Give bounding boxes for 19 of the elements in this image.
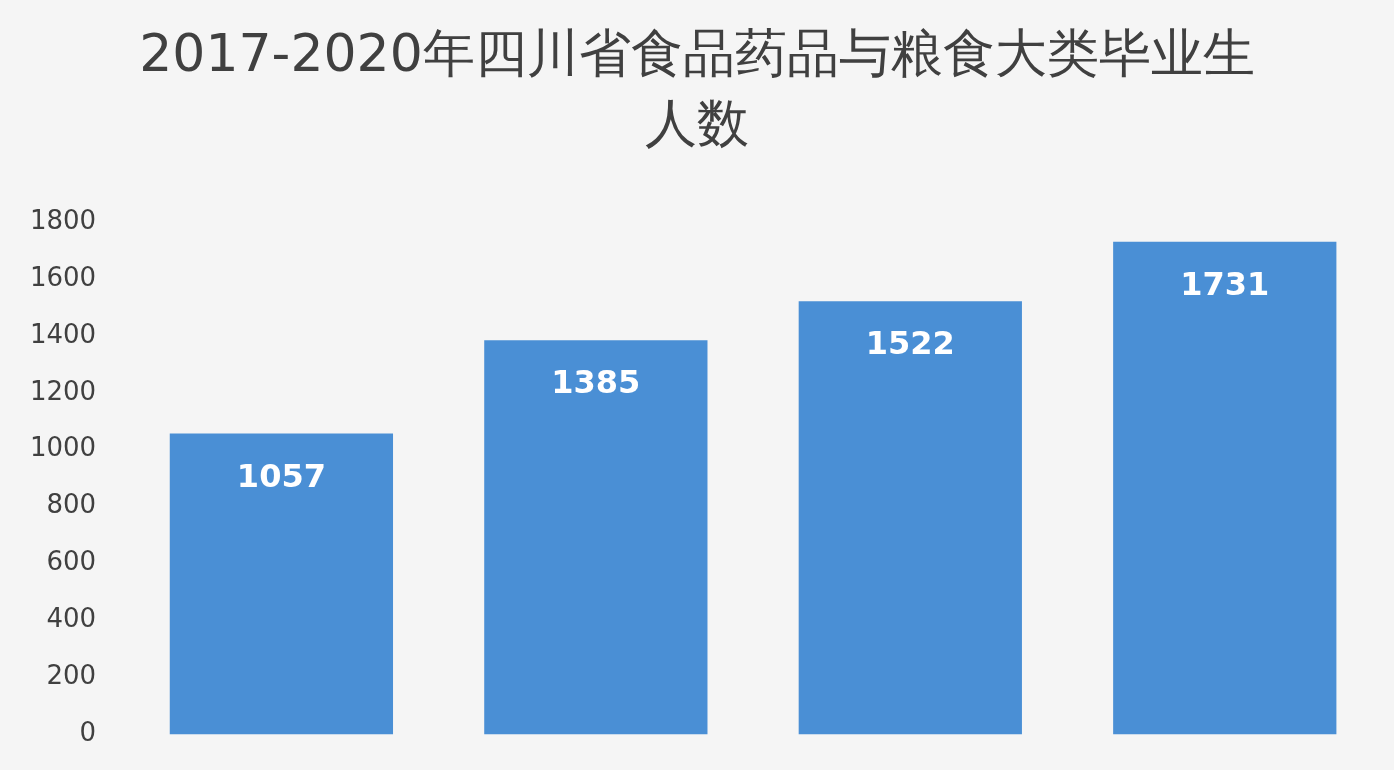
chart-title: 2017-2020年四川省食品药品与粮食大类毕业生人数 xyxy=(138,22,1256,155)
y-tick-label: 600 xyxy=(46,546,97,577)
y-tick-label: 1200 xyxy=(30,375,97,406)
y-tick-label: 400 xyxy=(46,603,97,634)
y-tick-label: 0 xyxy=(79,717,97,748)
data-label: 1385 xyxy=(551,363,641,402)
y-tick-label: 1800 xyxy=(30,204,97,235)
data-label: 1057 xyxy=(236,456,326,495)
bar xyxy=(169,433,394,735)
bar xyxy=(798,301,1022,735)
y-tick-label: 1400 xyxy=(30,318,97,349)
y-tick-label: 1600 xyxy=(30,261,97,292)
y-tick-label: 200 xyxy=(46,660,97,691)
y-tick-label: 800 xyxy=(46,489,97,520)
data-label: 1731 xyxy=(1180,264,1270,303)
data-label: 1522 xyxy=(865,324,955,363)
bar xyxy=(484,340,708,735)
bar xyxy=(1113,241,1337,735)
y-tick-label: 1000 xyxy=(30,432,97,463)
